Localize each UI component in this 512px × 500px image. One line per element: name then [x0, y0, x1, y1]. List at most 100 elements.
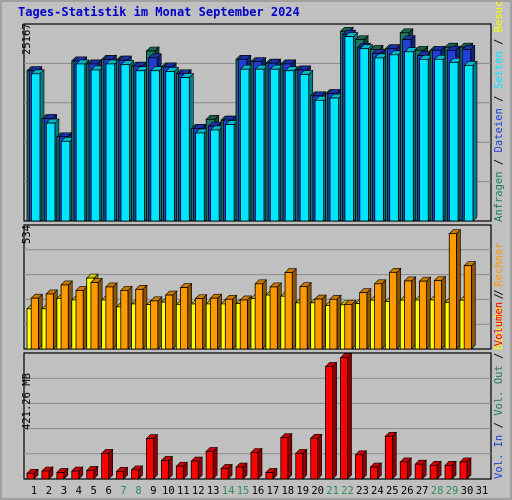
- bar-bottom-kbytes-15-front: [235, 466, 244, 480]
- bar-middle-sites-29: [448, 228, 462, 350]
- bar-middle-sites-25: [388, 267, 402, 350]
- x-tick-label: 1: [31, 485, 37, 497]
- x-tick-label: 9: [150, 485, 156, 497]
- bar-middle-sites-26-front: [404, 280, 413, 350]
- legend-item-out: Vol. Out: [493, 365, 505, 416]
- bar-bottom-kbytes-10: [160, 455, 174, 480]
- bar-top-pages-8-front: [135, 70, 145, 222]
- bar-bottom-kbytes-16: [250, 447, 263, 480]
- x-tick-label: 18: [281, 485, 294, 497]
- bar-bottom-kbytes-19-front: [295, 452, 304, 480]
- bar-top-pages-26-front: [404, 51, 414, 222]
- bar-top-pages-13-front: [210, 129, 220, 222]
- bar-bottom-kbytes-17: [265, 467, 278, 480]
- bar-bottom-kbytes-23-front: [355, 454, 363, 480]
- x-tick-label: 20: [311, 485, 324, 497]
- bar-bottom-kbytes-9: [145, 433, 159, 480]
- bar-bottom-kbytes-7-front: [116, 470, 124, 480]
- bar-middle-sites-4-front: [75, 290, 84, 350]
- bar-top-pages-25-front: [389, 54, 399, 222]
- legend: Besuche / Rechner: [493, 243, 505, 351]
- bar-bottom-kbytes-14: [220, 463, 233, 480]
- bar-middle-sites-15-front: [239, 299, 248, 350]
- bar-bottom-kbytes-24: [369, 462, 383, 480]
- bar-bottom-kbytes-11-front: [175, 465, 184, 480]
- x-tick-label: 23: [356, 485, 369, 497]
- bar-top-pages-27-front: [419, 58, 429, 222]
- bar-middle-sites-13-front: [209, 297, 218, 350]
- y-axis-max-label: 534: [21, 225, 33, 244]
- bar-bottom-kbytes-8: [130, 465, 144, 480]
- bar-bottom-kbytes-4-front: [71, 470, 80, 480]
- x-tick-label: 10: [162, 485, 175, 497]
- bar-bottom-kbytes-4: [71, 466, 84, 480]
- bar-middle-sites-17: [269, 282, 283, 350]
- bar-middle-sites-1-front: [30, 297, 39, 350]
- bar-bottom-kbytes-22-front: [340, 357, 348, 480]
- bar-bottom-kbytes-21-front: [325, 366, 334, 480]
- bar-middle-sites-3: [60, 280, 73, 350]
- bar-middle-sites-11-front: [180, 287, 189, 350]
- bar-bottom-kbytes-9-side: [153, 433, 158, 480]
- legend-item-kbytes: Volumen: [493, 302, 505, 346]
- x-axis-labels: 1 2 3 4 5 6 7 8 9 10 11 12 13 14 15 16 17 18 19 20 21 22 23 24 2…: [31, 485, 488, 497]
- bar-top-pages-2-front: [45, 122, 56, 222]
- bar-middle-sites-18: [284, 267, 297, 350]
- bar-middle-sites-14: [224, 294, 238, 350]
- legend-separator: /: [493, 287, 505, 306]
- bar-top-pages-11-front: [180, 77, 190, 222]
- legend-separator: /: [493, 89, 505, 108]
- bar-bottom-kbytes-12-front: [190, 460, 199, 480]
- x-tick-label: 6: [105, 485, 111, 497]
- bar-top-pages-24-front: [374, 57, 384, 222]
- bar-middle-sites-8-front: [135, 288, 144, 350]
- x-tick-label: 14: [222, 485, 235, 497]
- bar-bottom-kbytes-20: [309, 433, 323, 480]
- bar-bottom-kbytes-8-front: [131, 469, 139, 480]
- bar-middle-sites-30: [463, 260, 477, 350]
- bar-bottom-kbytes-16-front: [250, 452, 259, 480]
- x-tick-label: 29: [446, 485, 459, 497]
- bar-top-pages-23-front: [359, 48, 369, 222]
- bar-bottom-kbytes-30: [459, 457, 472, 480]
- legend: Vol. In / Vol. Out / Volumen /: [493, 289, 505, 479]
- bar-middle-sites-30-side: [471, 260, 476, 350]
- bar-bottom-kbytes-18: [280, 432, 293, 480]
- bar-bottom-kbytes-7: [115, 466, 129, 480]
- bar-top-pages-17-front: [269, 68, 280, 222]
- bar-middle-sites-22-front: [344, 303, 353, 350]
- legend-separator: /: [493, 416, 505, 435]
- legend: Anfragen / Dateien / Seiten / Besuche /: [493, 0, 505, 222]
- bar-top-pages-21-front: [329, 97, 340, 222]
- bar-middle-sites-7-front: [120, 290, 129, 350]
- bar-middle-sites-6: [105, 282, 118, 350]
- bar-middle-sites-5-front: [90, 282, 99, 350]
- bar-top-pages-6-front: [105, 63, 116, 222]
- x-tick-label: 2: [46, 485, 52, 497]
- x-tick-label: 8: [135, 485, 141, 497]
- legend-item-hits: Anfragen: [493, 171, 505, 222]
- bar-top-pages-15-front: [240, 68, 250, 222]
- legend-item-in: Vol. In: [493, 435, 505, 479]
- bar-bottom-kbytes-5-front: [86, 470, 95, 480]
- bar-middle-sites-2-front: [45, 293, 54, 350]
- x-tick-label: 11: [177, 485, 190, 497]
- bar-bottom-kbytes-14-front: [220, 468, 229, 480]
- bar-bottom-kbytes-29: [444, 460, 457, 480]
- x-tick-label: 27: [416, 485, 429, 497]
- bar-top-pages-10-front: [165, 71, 175, 222]
- bar-bottom-kbytes-24-front: [369, 466, 378, 480]
- x-tick-label: 26: [401, 485, 414, 497]
- bar-middle-sites-10: [164, 290, 178, 350]
- bar-bottom-kbytes-27: [414, 459, 427, 480]
- x-tick-label: 7: [120, 485, 126, 497]
- bar-middle-sites-4: [75, 285, 88, 350]
- legend-separator: /: [493, 346, 505, 365]
- bar-middle-sites-22: [344, 299, 357, 350]
- bar-bottom-kbytes-2-front: [41, 470, 50, 480]
- bar-middle-sites-5: [90, 277, 103, 350]
- bar-bottom-kbytes-26: [399, 457, 412, 480]
- bar-middle-sites-19-front: [299, 286, 308, 350]
- bar-middle-sites-24: [373, 279, 387, 350]
